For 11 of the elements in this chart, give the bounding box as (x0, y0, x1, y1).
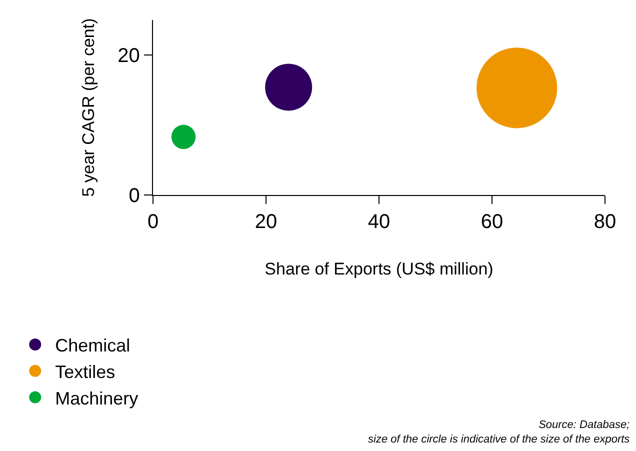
legend-label: Machinery (55, 388, 138, 408)
x-tick-label: 60 (480, 211, 504, 234)
x-tick-label: 20 (254, 211, 278, 234)
legend-label: Textiles (55, 362, 116, 382)
x-axis-title: Share of Exports (US$ million) (264, 260, 494, 278)
y-axis-title: 5 year CAGR (per cent) (79, 18, 98, 197)
legend-label: Chemical (55, 335, 130, 356)
x-tick-label: 40 (368, 211, 390, 234)
x-tick-label: 0 (147, 211, 159, 234)
source-note: Source: Database; size of the circle is indicative of the size of the exports (368, 419, 630, 446)
x-tick-label: 80 (594, 211, 616, 234)
